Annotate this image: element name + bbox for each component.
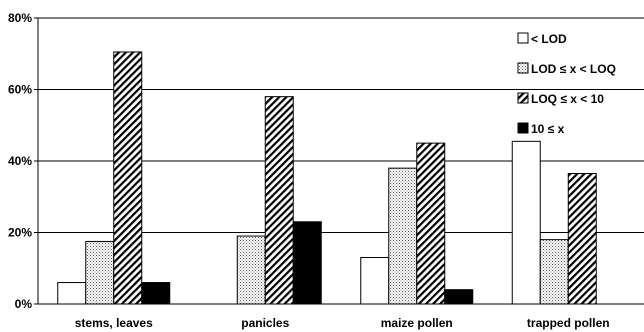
legend-label: < LOD [531, 32, 567, 46]
axis-labels: 0% 20% 40% 60% 80% stems, leaves panicles maize… [8, 11, 610, 330]
bar-2-3 [444, 289, 474, 305]
legend-swatch [517, 92, 529, 104]
legend: < LOD LOD ≤ x < LOQ LOQ ≤ x < 10 10 ≤ x [517, 32, 616, 136]
bar-2-2 [416, 142, 446, 305]
bar-2-0 [360, 257, 390, 305]
bar-1-3 [292, 221, 322, 305]
bar-1-1 [236, 235, 266, 305]
bar-3-0 [511, 140, 541, 305]
y-tick-label: 60% [8, 83, 32, 97]
bar-0-3 [141, 282, 171, 305]
legend-label: LOQ ≤ x < 10 [531, 92, 604, 106]
legend-swatch [517, 32, 529, 44]
y-tick-label: 20% [8, 226, 32, 240]
y-tick-label: 40% [8, 154, 32, 168]
y-tick-label: 0% [15, 297, 33, 311]
bar-1-2 [264, 96, 294, 305]
legend-label: LOD ≤ x < LOQ [531, 62, 616, 76]
legend-label: 10 ≤ x [531, 122, 565, 136]
y-tick-label: 80% [8, 11, 32, 25]
legend-swatch [517, 62, 529, 74]
bar-0-2 [113, 51, 143, 305]
bar-0-1 [85, 240, 115, 305]
x-category-label: panicles [241, 316, 289, 330]
legend-swatch [517, 122, 529, 134]
bar-3-1 [539, 239, 569, 305]
bar-2-1 [388, 167, 418, 305]
x-category-label: maize pollen [381, 316, 453, 330]
bars [57, 51, 597, 305]
bar-3-2 [567, 173, 597, 305]
bar-0-0 [57, 282, 87, 305]
x-category-label: stems, leaves [75, 316, 153, 330]
x-category-label: trapped pollen [527, 316, 610, 330]
